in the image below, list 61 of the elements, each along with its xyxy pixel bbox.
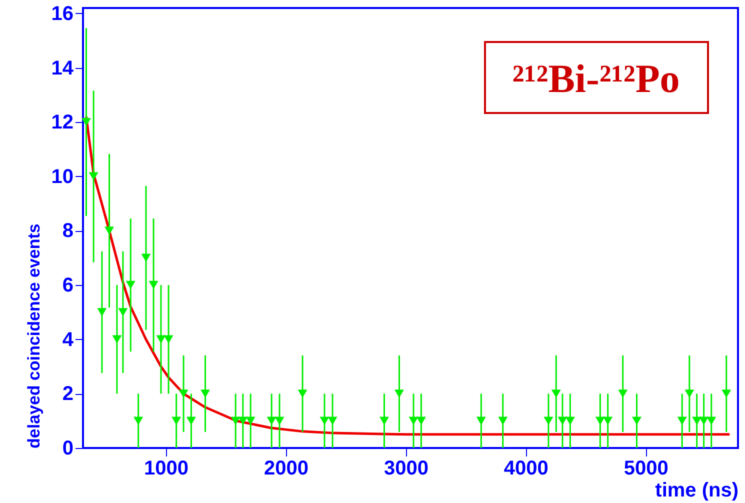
point	[476, 416, 486, 425]
x-tick-label: 4000	[504, 458, 548, 480]
y-tick-label: 8	[62, 220, 74, 242]
point	[394, 390, 404, 398]
point	[551, 390, 561, 398]
point	[692, 416, 702, 425]
point	[706, 416, 716, 425]
point	[104, 226, 114, 235]
point	[328, 416, 338, 425]
point	[266, 416, 276, 425]
y-tick-label: 0	[62, 438, 74, 460]
x-tick-label: 3000	[384, 458, 428, 480]
x-tick-label: 2000	[264, 458, 308, 480]
point	[81, 118, 91, 126]
point	[112, 335, 122, 344]
annotation: ²¹²Bi-²¹²Po	[512, 56, 680, 101]
y-tick-label: 14	[51, 57, 74, 80]
point	[126, 280, 136, 290]
point	[178, 390, 188, 398]
point	[544, 416, 554, 425]
point	[618, 390, 628, 398]
point	[88, 172, 98, 181]
x-tick-label: 5000	[624, 458, 668, 480]
point	[632, 416, 642, 425]
point	[246, 416, 256, 425]
point	[186, 416, 196, 425]
line-series	[84, 115, 731, 436]
y-tick-label: 16	[51, 2, 74, 25]
point	[722, 390, 732, 398]
point	[498, 416, 508, 425]
point	[238, 416, 248, 425]
point	[565, 416, 575, 425]
y-tick-label: 2	[62, 383, 74, 406]
point	[97, 308, 107, 316]
point	[603, 416, 613, 425]
y-tick-label: 4	[62, 328, 74, 351]
point	[148, 280, 158, 290]
point	[379, 416, 389, 425]
y-tick-label: 6	[62, 274, 74, 297]
x-tick-label: 1000	[144, 458, 189, 480]
point	[274, 416, 284, 425]
point	[320, 416, 330, 425]
y-tick-label: 10	[51, 166, 74, 188]
point	[298, 390, 308, 398]
point	[118, 308, 128, 316]
point	[595, 416, 605, 425]
y-tick-label: 12	[51, 112, 74, 134]
y-axis-title: delayed coincidence events	[24, 224, 44, 448]
point	[164, 335, 174, 344]
point	[172, 416, 182, 425]
point	[230, 416, 240, 425]
x-axis-title: time (ns)	[655, 480, 738, 502]
point	[684, 390, 694, 398]
point	[408, 416, 418, 425]
point	[699, 416, 709, 425]
point	[141, 254, 151, 262]
point	[416, 416, 426, 425]
point	[677, 416, 687, 425]
point	[558, 416, 568, 425]
point	[156, 335, 166, 344]
point	[134, 416, 144, 425]
